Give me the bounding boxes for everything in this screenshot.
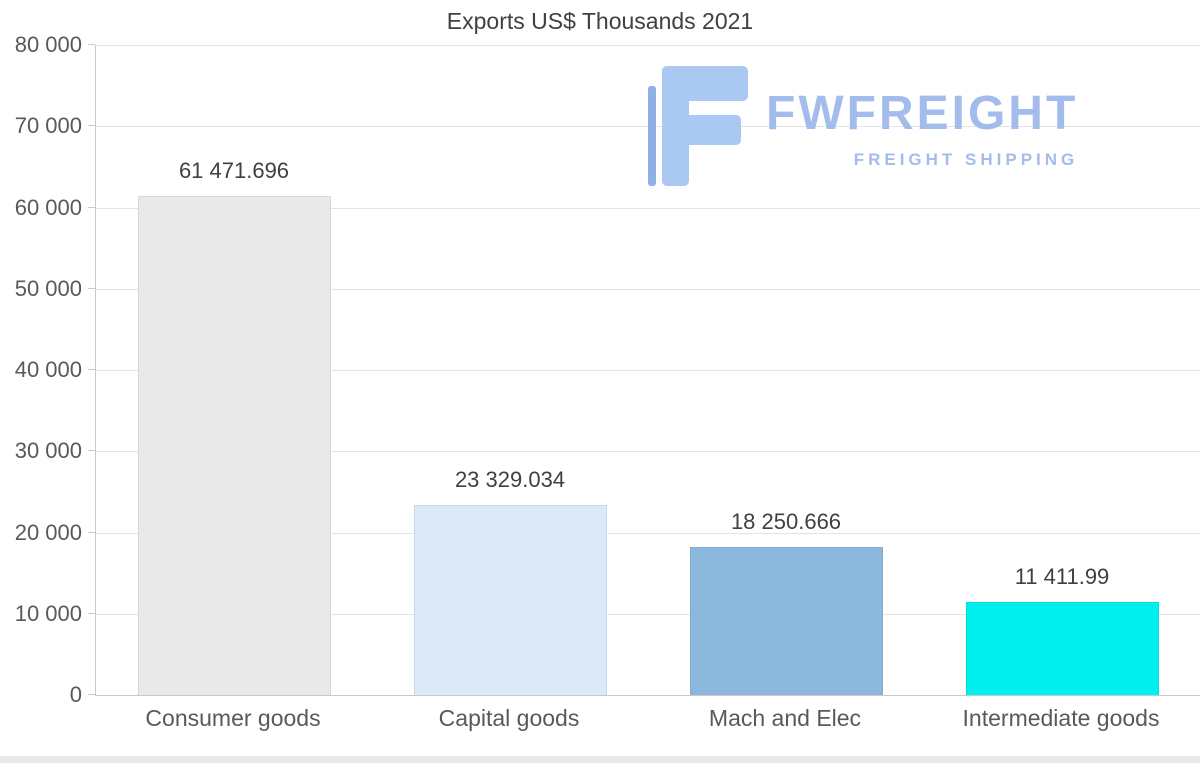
gridline — [96, 613, 1200, 615]
bar-value-label: 11 411.99 — [1014, 564, 1110, 590]
y-tick-mark — [88, 450, 95, 452]
bar-intermediate-goods — [965, 602, 1159, 695]
y-tick-label: 70 000 — [14, 113, 82, 139]
y-tick-label: 30 000 — [14, 438, 82, 464]
logo-tagline: FREIGHT SHIPPING — [853, 150, 1079, 169]
bar-value-label: 18 250.666 — [730, 508, 842, 534]
y-tick-mark — [88, 694, 95, 695]
freight-logo-icon — [648, 66, 748, 186]
plot-area: 61 471.696 23 329.034 18 250.666 11 411.99 — [95, 45, 1200, 696]
gridline — [96, 451, 1200, 453]
y-axis: 0 10 000 20 000 30 000 40 000 50 000 60 000 70 … — [0, 32, 95, 707]
x-category-label: Capital goods — [438, 705, 580, 731]
logo-name: FWFREIGHT — [766, 87, 1079, 140]
bar-value-label: 61 471.696 — [178, 157, 290, 183]
bottom-edge — [0, 756, 1200, 763]
y-tick-mark — [88, 531, 95, 533]
y-tick-label: 0 — [69, 682, 82, 707]
x-category-label: Mach and Elec — [708, 705, 862, 731]
x-category-label: Intermediate goods — [962, 705, 1160, 731]
gridline — [96, 288, 1200, 290]
y-tick-label: 80 000 — [14, 32, 82, 57]
bar-mach-and-elec — [689, 546, 883, 695]
y-tick-mark — [88, 206, 95, 208]
bar-consumer-goods — [137, 195, 331, 695]
chart-title: Exports US$ Thousands 2021 — [446, 8, 754, 34]
y-tick-mark — [88, 44, 95, 45]
gridline — [96, 370, 1200, 371]
y-tick-label: 50 000 — [14, 275, 82, 301]
y-tick-label: 60 000 — [14, 194, 82, 220]
y-tick-label: 10 000 — [14, 600, 82, 626]
gridline — [96, 207, 1200, 209]
gridline — [96, 532, 1200, 534]
logo: FWFREIGHT FREIGHT SHIPPING — [648, 66, 1078, 186]
x-axis-labels: Consumer goods Capital goods Mach and Elec… — [95, 705, 1199, 737]
y-tick-label: 20 000 — [14, 519, 82, 545]
y-tick-mark — [88, 369, 95, 370]
y-tick-mark — [88, 612, 95, 614]
y-tick-label: 40 000 — [14, 357, 82, 382]
x-category-label: Consumer goods — [145, 705, 321, 731]
y-tick-mark — [88, 287, 95, 289]
y-tick-mark — [88, 125, 95, 127]
bar-capital-goods — [413, 505, 607, 695]
gridline — [96, 45, 1200, 46]
logo-text: FWFREIGHT FREIGHT SHIPPING — [766, 66, 1078, 170]
bar-value-label: 23 329.034 — [454, 467, 566, 493]
